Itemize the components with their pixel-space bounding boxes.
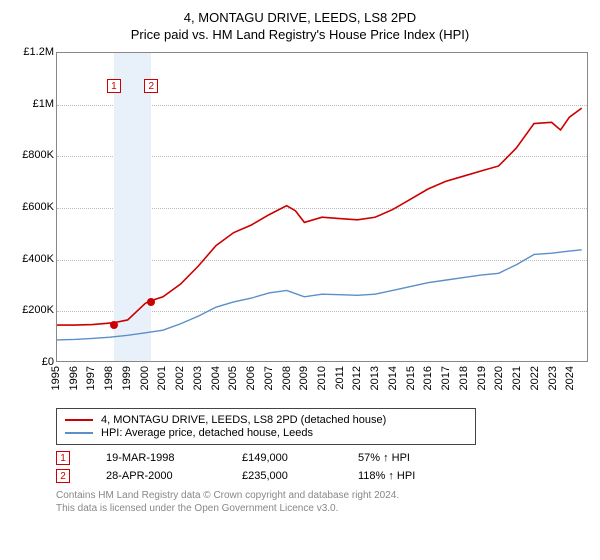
plot-box: 12 bbox=[56, 52, 588, 362]
sale-price: £149,000 bbox=[242, 452, 322, 464]
footer-line-2: This data is licensed under the Open Gov… bbox=[56, 502, 588, 515]
x-tick-label: 2005 bbox=[227, 366, 239, 390]
legend-swatch bbox=[65, 419, 93, 421]
x-tick-label: 2000 bbox=[139, 366, 151, 390]
x-tick-label: 2012 bbox=[351, 366, 363, 390]
sale-date: 19-MAR-1998 bbox=[106, 452, 206, 464]
x-tick-label: 2024 bbox=[564, 366, 576, 390]
x-tick-label: 2001 bbox=[156, 366, 168, 390]
legend-label: HPI: Average price, detached house, Leed… bbox=[101, 427, 313, 439]
legend-label: 4, MONTAGU DRIVE, LEEDS, LS8 2PD (detach… bbox=[101, 414, 386, 426]
x-tick-label: 2011 bbox=[334, 366, 346, 390]
sales-row-marker: 2 bbox=[56, 469, 70, 483]
series-hpi bbox=[57, 250, 582, 340]
sales-row: 2 28-APR-2000 £235,000 118% ↑ HPI bbox=[56, 469, 588, 483]
x-tick-label: 2002 bbox=[174, 366, 186, 390]
y-tick-label: £400K bbox=[22, 253, 54, 265]
x-tick-label: 2019 bbox=[476, 366, 488, 390]
x-tick-label: 2004 bbox=[210, 366, 222, 390]
x-tick-label: 2009 bbox=[298, 366, 310, 390]
x-tick-label: 2023 bbox=[547, 366, 559, 390]
footer-line-1: Contains HM Land Registry data © Crown c… bbox=[56, 489, 588, 502]
x-tick-label: 2021 bbox=[511, 366, 523, 390]
x-tick-label: 2010 bbox=[316, 366, 328, 390]
x-tick-label: 2014 bbox=[387, 366, 399, 390]
chart-area: £0£200K£400K£600K£800K£1M£1.2M 12 199519… bbox=[12, 52, 588, 402]
x-tick-label: 1995 bbox=[50, 366, 62, 390]
legend-row: 4, MONTAGU DRIVE, LEEDS, LS8 2PD (detach… bbox=[65, 414, 467, 426]
y-tick-label: £200K bbox=[22, 304, 54, 316]
sale-price: £235,000 bbox=[242, 470, 322, 482]
y-axis-labels: £0£200K£400K£600K£800K£1M£1.2M bbox=[12, 52, 56, 362]
footer: Contains HM Land Registry data © Crown c… bbox=[56, 489, 588, 515]
sale-dot bbox=[147, 298, 155, 306]
sales-row-marker: 1 bbox=[56, 451, 70, 465]
legend-swatch bbox=[65, 432, 93, 434]
y-tick-label: £600K bbox=[22, 201, 54, 213]
x-tick-label: 2016 bbox=[422, 366, 434, 390]
sales-table: 1 19-MAR-1998 £149,000 57% ↑ HPI 2 28-APR-200… bbox=[56, 451, 588, 483]
x-tick-label: 2015 bbox=[405, 366, 417, 390]
sale-marker-box: 2 bbox=[144, 79, 158, 93]
x-tick-label: 2017 bbox=[440, 366, 452, 390]
x-tick-label: 1998 bbox=[103, 366, 115, 390]
x-tick-label: 2007 bbox=[263, 366, 275, 390]
x-tick-label: 1996 bbox=[68, 366, 80, 390]
sale-vs-hpi: 57% ↑ HPI bbox=[358, 452, 410, 464]
legend-row: HPI: Average price, detached house, Leed… bbox=[65, 427, 467, 439]
x-tick-label: 2020 bbox=[493, 366, 505, 390]
chart-title: 4, MONTAGU DRIVE, LEEDS, LS8 2PD bbox=[12, 10, 588, 25]
sale-date: 28-APR-2000 bbox=[106, 470, 206, 482]
x-axis-labels: 1995199619971998199920002001200220032004… bbox=[56, 366, 588, 402]
x-tick-label: 2013 bbox=[369, 366, 381, 390]
legend: 4, MONTAGU DRIVE, LEEDS, LS8 2PD (detach… bbox=[56, 408, 476, 445]
x-tick-label: 2003 bbox=[192, 366, 204, 390]
line-svg bbox=[57, 53, 587, 361]
x-tick-label: 2022 bbox=[529, 366, 541, 390]
x-tick-label: 2008 bbox=[281, 366, 293, 390]
y-tick-label: £1M bbox=[33, 98, 54, 110]
sale-dot bbox=[110, 321, 118, 329]
sale-vs-hpi: 118% ↑ HPI bbox=[358, 470, 415, 482]
series-price_paid bbox=[57, 108, 582, 325]
y-tick-label: £800K bbox=[22, 149, 54, 161]
x-tick-label: 1997 bbox=[85, 366, 97, 390]
chart-subtitle: Price paid vs. HM Land Registry's House … bbox=[12, 27, 588, 42]
sale-marker-box: 1 bbox=[107, 79, 121, 93]
chart-container: 4, MONTAGU DRIVE, LEEDS, LS8 2PD Price p… bbox=[0, 0, 600, 560]
x-tick-label: 2018 bbox=[458, 366, 470, 390]
sales-row: 1 19-MAR-1998 £149,000 57% ↑ HPI bbox=[56, 451, 588, 465]
x-tick-label: 2006 bbox=[245, 366, 257, 390]
y-tick-label: £1.2M bbox=[23, 46, 54, 58]
x-tick-label: 1999 bbox=[121, 366, 133, 390]
